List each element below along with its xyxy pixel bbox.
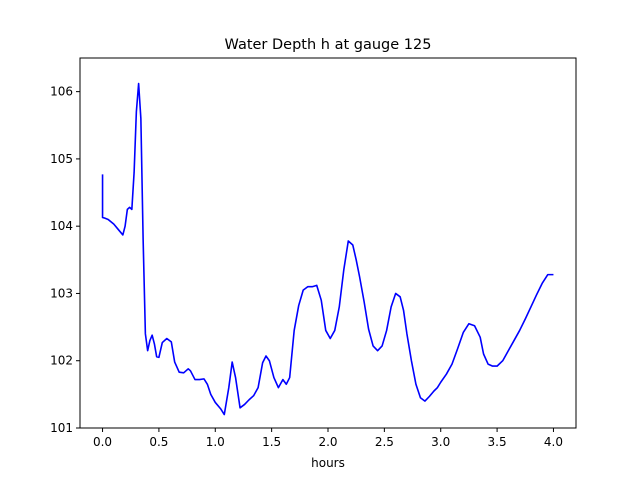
chart-title: Water Depth h at gauge 125 bbox=[225, 37, 432, 53]
x-tick-label: 1.0 bbox=[206, 435, 225, 449]
y-tick-label: 101 bbox=[50, 421, 73, 435]
x-axis: 0.0 0.5 1.0 1.5 2.0 2.5 3.0 3.5 4.0 bbox=[93, 428, 563, 449]
x-axis-label: hours bbox=[311, 456, 345, 470]
x-tick-label: 0.0 bbox=[93, 435, 112, 449]
x-tick-label: 3.5 bbox=[488, 435, 507, 449]
y-tick-label: 103 bbox=[50, 286, 73, 300]
x-tick-label: 1.5 bbox=[262, 435, 281, 449]
x-tick-label: 2.5 bbox=[375, 435, 394, 449]
x-tick-label: 2.0 bbox=[318, 435, 337, 449]
y-tick-label: 104 bbox=[50, 219, 73, 233]
x-tick-label: 4.0 bbox=[544, 435, 563, 449]
y-tick-label: 105 bbox=[50, 152, 73, 166]
plot-area bbox=[79, 57, 577, 429]
x-tick-label: 3.0 bbox=[431, 435, 450, 449]
plot-background bbox=[80, 58, 576, 428]
y-axis: 101 102 103 104 105 106 bbox=[50, 85, 80, 435]
series-line bbox=[101, 82, 554, 416]
x-tick-label: 0.5 bbox=[149, 435, 168, 449]
y-tick-label: 106 bbox=[50, 85, 73, 99]
y-tick-label: 102 bbox=[50, 354, 73, 368]
